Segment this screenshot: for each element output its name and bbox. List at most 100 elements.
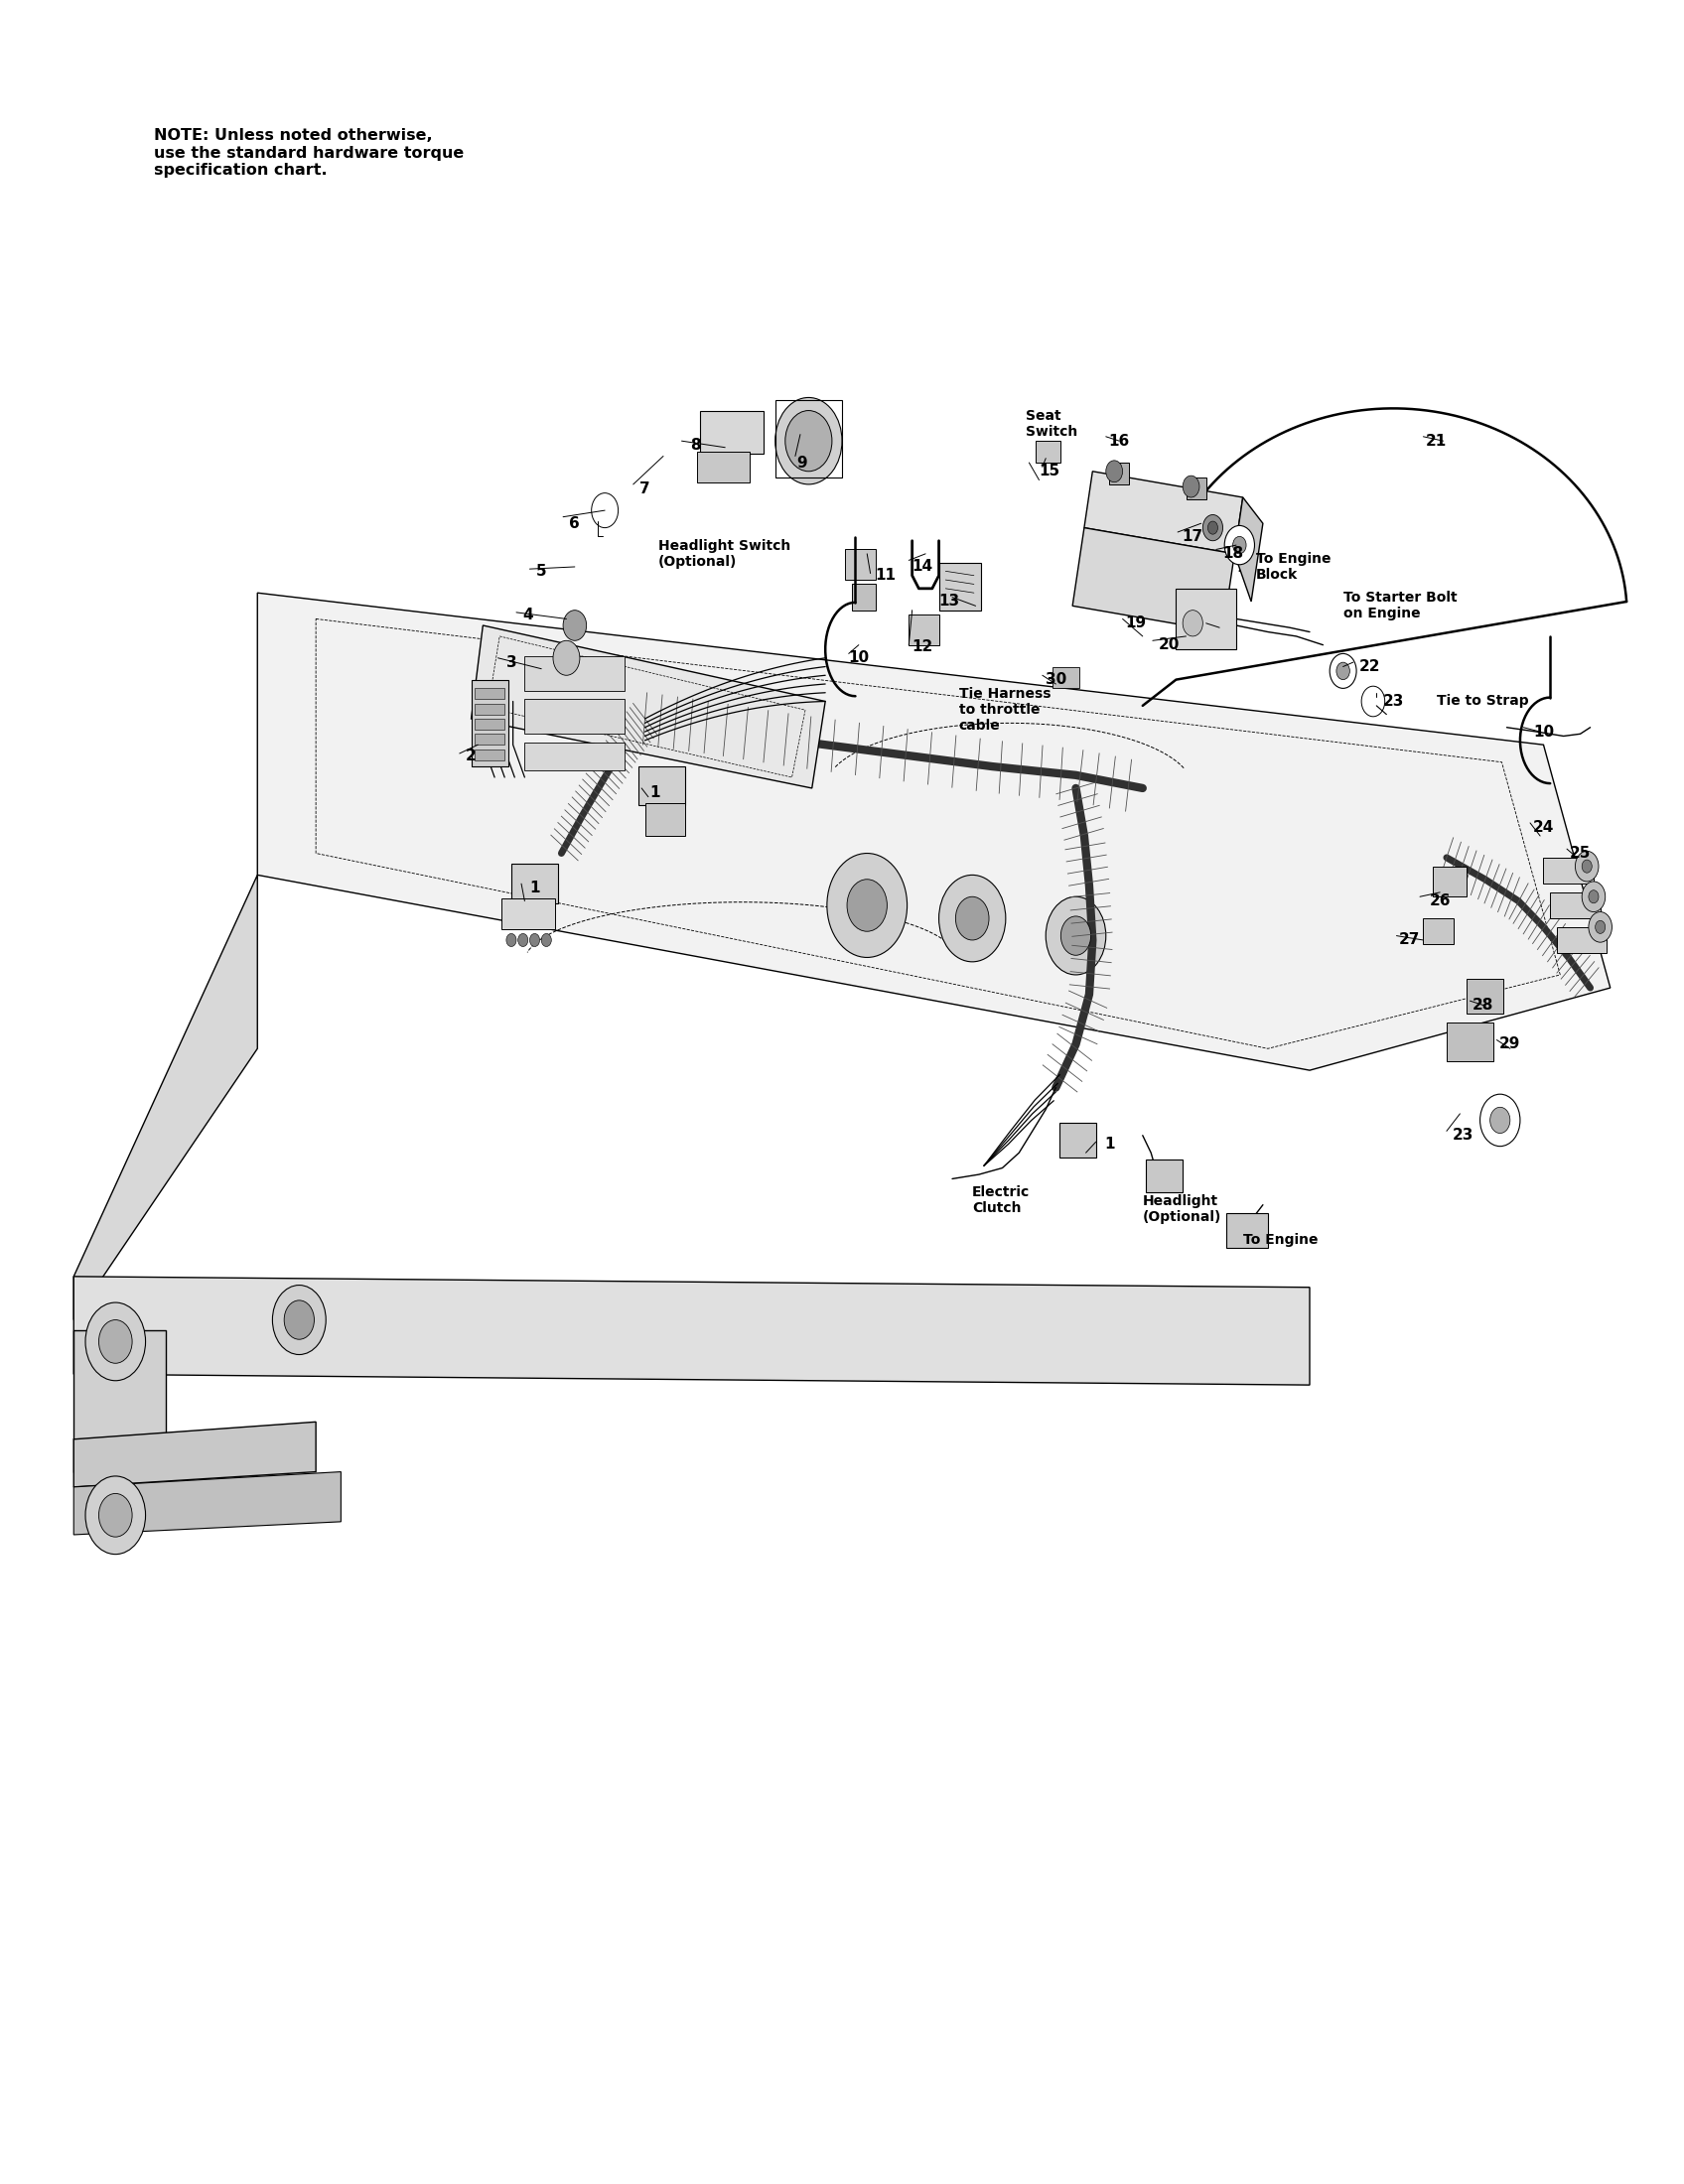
FancyBboxPatch shape [472,679,509,767]
Text: Seat
Switch: Seat Switch [1026,408,1078,439]
FancyBboxPatch shape [940,563,980,609]
Text: Headlight Switch
(Optional): Headlight Switch (Optional) [658,539,790,568]
Text: 27: 27 [1399,933,1421,948]
Circle shape [1480,1094,1521,1147]
FancyBboxPatch shape [475,749,505,760]
Text: To Engine
Block: To Engine Block [1256,553,1330,581]
Circle shape [1233,537,1246,555]
Polygon shape [258,592,1610,1070]
FancyBboxPatch shape [1059,1123,1096,1158]
Circle shape [847,880,887,930]
Circle shape [1330,653,1356,688]
Polygon shape [1073,529,1234,631]
Text: 1: 1 [529,880,541,895]
Polygon shape [74,1330,165,1472]
Circle shape [591,494,618,529]
Circle shape [86,1476,145,1555]
Circle shape [1106,461,1123,483]
FancyBboxPatch shape [475,688,505,699]
Circle shape [1490,1107,1511,1133]
Circle shape [1182,476,1199,498]
Text: 10: 10 [849,651,869,666]
FancyBboxPatch shape [1147,1160,1182,1192]
Circle shape [530,933,539,946]
Polygon shape [74,1422,317,1487]
FancyBboxPatch shape [852,583,876,609]
Circle shape [775,397,842,485]
Text: 23: 23 [1453,1127,1474,1142]
Text: NOTE: Unless noted otherwise,
use the standard hardware torque
specification cha: NOTE: Unless noted otherwise, use the st… [153,129,463,177]
FancyBboxPatch shape [1036,441,1061,463]
FancyBboxPatch shape [1186,478,1206,500]
Circle shape [1202,515,1223,542]
Polygon shape [74,1275,1310,1385]
Text: 20: 20 [1159,638,1180,653]
Polygon shape [1084,472,1243,555]
FancyBboxPatch shape [845,550,876,579]
FancyBboxPatch shape [701,411,763,454]
FancyBboxPatch shape [475,703,505,714]
FancyBboxPatch shape [645,804,685,836]
FancyBboxPatch shape [1110,463,1130,485]
Text: 29: 29 [1499,1037,1521,1053]
Circle shape [1361,686,1384,716]
Text: Electric
Clutch: Electric Clutch [972,1186,1031,1216]
Circle shape [86,1302,145,1380]
FancyBboxPatch shape [475,734,505,745]
FancyBboxPatch shape [697,452,749,483]
Circle shape [1581,860,1591,874]
FancyBboxPatch shape [1175,587,1236,649]
Text: 14: 14 [911,559,933,574]
Circle shape [1581,882,1605,913]
FancyBboxPatch shape [638,767,685,806]
Text: Tie to Strap: Tie to Strap [1436,695,1529,708]
Circle shape [285,1299,315,1339]
Text: 1: 1 [1105,1136,1115,1151]
Text: 12: 12 [911,640,933,655]
Text: 24: 24 [1532,819,1554,834]
Text: 5: 5 [536,563,547,579]
FancyBboxPatch shape [1226,1214,1268,1249]
Circle shape [1207,522,1218,535]
Circle shape [99,1319,131,1363]
Circle shape [273,1284,327,1354]
Text: 18: 18 [1223,546,1243,561]
FancyBboxPatch shape [1467,978,1504,1013]
Circle shape [940,876,1005,961]
Text: 6: 6 [569,515,579,531]
FancyBboxPatch shape [525,743,625,771]
Text: 30: 30 [1046,673,1066,688]
FancyBboxPatch shape [525,655,625,690]
Text: 4: 4 [522,607,534,622]
FancyBboxPatch shape [1433,867,1467,898]
Polygon shape [472,625,825,788]
Circle shape [1224,526,1255,566]
Circle shape [562,609,586,640]
FancyBboxPatch shape [1423,919,1453,943]
Circle shape [99,1494,131,1538]
FancyBboxPatch shape [1556,926,1607,952]
Text: 11: 11 [876,568,896,583]
Text: 2: 2 [466,749,477,762]
Text: To Engine: To Engine [1243,1232,1319,1247]
Text: 26: 26 [1430,893,1450,909]
Text: 15: 15 [1039,463,1059,478]
Circle shape [519,933,529,946]
Text: 25: 25 [1569,845,1591,860]
FancyBboxPatch shape [1544,858,1593,885]
Circle shape [507,933,517,946]
FancyBboxPatch shape [475,719,505,729]
Text: 28: 28 [1474,998,1494,1013]
Circle shape [1046,898,1106,974]
Text: Tie Harness
to throttle
cable: Tie Harness to throttle cable [958,688,1051,734]
Text: 19: 19 [1125,616,1147,631]
Text: 9: 9 [797,454,807,470]
FancyBboxPatch shape [512,865,557,904]
Text: Headlight
(Optional): Headlight (Optional) [1143,1195,1221,1225]
Text: To Starter Bolt
on Engine: To Starter Bolt on Engine [1344,592,1457,620]
Circle shape [827,854,908,957]
FancyBboxPatch shape [1447,1022,1494,1061]
Circle shape [1588,891,1598,904]
FancyBboxPatch shape [1551,893,1600,919]
Polygon shape [74,876,258,1319]
